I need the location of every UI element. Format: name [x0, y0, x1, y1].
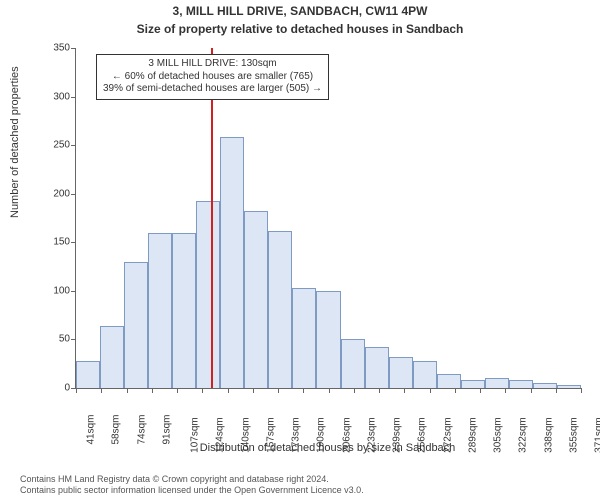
histogram-bar — [485, 378, 509, 388]
histogram-bar — [389, 357, 413, 388]
x-tick-mark — [253, 388, 254, 393]
annotation-line-3: 39% of semi-detached houses are larger (… — [103, 83, 322, 96]
x-tick-mark — [101, 388, 102, 393]
plot-area: 05010015020025030035041sqm58sqm74sqm91sq… — [75, 48, 581, 389]
annotation-line-2: ← 60% of detached houses are smaller (76… — [103, 71, 322, 84]
histogram-bar — [437, 374, 461, 388]
y-tick-label: 100 — [53, 285, 76, 296]
x-tick-mark — [505, 388, 506, 393]
histogram-bar — [196, 201, 220, 388]
x-tick-label: 58sqm — [111, 415, 122, 445]
x-tick-label: 371sqm — [593, 417, 600, 453]
y-tick-label: 250 — [53, 140, 76, 151]
histogram-bar — [292, 288, 316, 388]
histogram-bar — [244, 211, 268, 388]
y-tick-label: 0 — [64, 383, 76, 394]
x-tick-mark — [76, 388, 77, 393]
histogram-bar — [413, 361, 437, 388]
y-tick-label: 200 — [53, 188, 76, 199]
x-tick-mark — [354, 388, 355, 393]
x-tick-mark — [430, 388, 431, 393]
x-tick-mark — [278, 388, 279, 393]
x-axis-label: Distribution of detached houses by size … — [75, 442, 580, 454]
histogram-bar — [533, 383, 557, 388]
x-tick-mark — [127, 388, 128, 393]
histogram-bar — [557, 385, 581, 388]
histogram-bar — [172, 233, 196, 388]
histogram-bar — [268, 231, 292, 388]
histogram-bar — [341, 339, 365, 388]
title-line-1: 3, MILL HILL DRIVE, SANDBACH, CW11 4PW — [0, 4, 600, 18]
x-tick-mark — [404, 388, 405, 393]
x-tick-label: 74sqm — [136, 415, 147, 445]
y-tick-label: 150 — [53, 237, 76, 248]
x-tick-mark — [480, 388, 481, 393]
x-tick-mark — [531, 388, 532, 393]
histogram-bar — [148, 233, 172, 388]
x-tick-label: 41sqm — [86, 415, 97, 445]
histogram-bar — [365, 347, 389, 388]
x-tick-mark — [581, 388, 582, 393]
y-tick-label: 300 — [53, 91, 76, 102]
x-tick-mark — [329, 388, 330, 393]
x-tick-mark — [455, 388, 456, 393]
x-tick-mark — [303, 388, 304, 393]
chart-container: 3, MILL HILL DRIVE, SANDBACH, CW11 4PW S… — [0, 0, 600, 500]
histogram-bar — [76, 361, 100, 388]
footer: Contains HM Land Registry data © Crown c… — [0, 474, 600, 496]
histogram-bar — [316, 291, 340, 388]
x-tick-mark — [177, 388, 178, 393]
footer-line-1: Contains HM Land Registry data © Crown c… — [20, 474, 600, 485]
histogram-bar — [124, 262, 148, 388]
y-tick-label: 50 — [59, 334, 76, 345]
x-tick-mark — [152, 388, 153, 393]
x-tick-label: 91sqm — [161, 415, 172, 445]
x-tick-mark — [228, 388, 229, 393]
histogram-bar — [461, 380, 485, 388]
annotation-box: 3 MILL HILL DRIVE: 130sqm← 60% of detach… — [96, 54, 329, 100]
annotation-line-1: 3 MILL HILL DRIVE: 130sqm — [103, 58, 322, 71]
x-tick-mark — [556, 388, 557, 393]
x-tick-mark — [202, 388, 203, 393]
footer-line-2: Contains public sector information licen… — [20, 485, 600, 496]
histogram-bar — [100, 326, 124, 388]
title-line-2: Size of property relative to detached ho… — [0, 22, 600, 36]
y-tick-label: 350 — [53, 43, 76, 54]
histogram-bar — [509, 380, 533, 388]
x-tick-mark — [379, 388, 380, 393]
histogram-bar — [220, 137, 244, 388]
